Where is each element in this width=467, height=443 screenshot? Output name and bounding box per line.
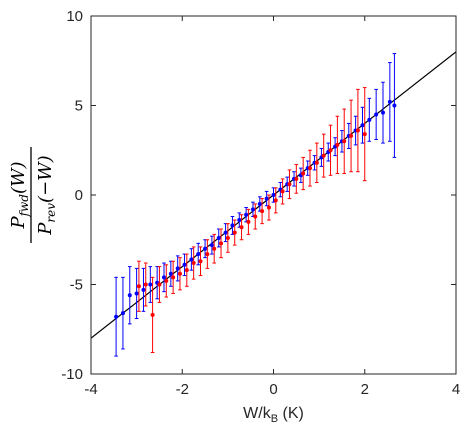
y-tick-label: -10 <box>61 366 83 383</box>
data-point <box>143 282 148 287</box>
data-point <box>196 252 201 257</box>
data-point <box>141 287 146 292</box>
data-point <box>127 293 132 298</box>
data-point <box>189 257 194 262</box>
data-point <box>171 275 176 280</box>
x-tick-label: -4 <box>84 381 97 398</box>
data-point <box>191 261 196 266</box>
data-point <box>381 110 385 115</box>
data-point <box>177 271 182 276</box>
data-point <box>157 282 162 287</box>
data-point <box>314 160 319 165</box>
data-point <box>287 182 292 187</box>
data-point <box>273 198 278 203</box>
data-point <box>150 312 155 317</box>
y-tick-label: -5 <box>70 277 83 294</box>
series-1 <box>136 87 367 354</box>
data-point <box>246 219 251 224</box>
data-point <box>216 235 221 240</box>
y-tick-label: 10 <box>66 8 83 25</box>
data-point <box>328 148 333 153</box>
x-tick-label: 4 <box>452 381 460 398</box>
series-0 <box>114 53 397 357</box>
data-point <box>253 214 258 219</box>
data-point <box>182 262 187 267</box>
data-point <box>260 209 265 214</box>
data-point <box>209 243 214 248</box>
data-point <box>280 189 285 194</box>
data-point <box>219 241 224 246</box>
data-point <box>134 291 139 296</box>
x-tick-label: -2 <box>176 381 189 398</box>
data-point <box>184 268 189 273</box>
data-point <box>223 230 228 235</box>
y-tick-label: 5 <box>75 98 83 115</box>
data-point <box>374 112 379 117</box>
y-axis-label-numerator: Pfwd(W) <box>8 161 31 229</box>
data-point <box>232 230 237 235</box>
data-point <box>264 196 269 201</box>
x-axis-label: W/kB (K) <box>243 405 304 425</box>
data-point <box>367 117 372 122</box>
data-point <box>120 311 125 316</box>
data-point <box>250 207 255 212</box>
data-point <box>175 266 180 271</box>
data-point <box>362 132 367 137</box>
data-point <box>237 218 242 223</box>
data-point <box>257 201 262 206</box>
data-point <box>162 275 166 280</box>
data-point <box>212 246 217 251</box>
x-tick-label: 0 <box>269 381 277 398</box>
data-point <box>387 99 392 104</box>
data-point <box>168 271 173 276</box>
data-point <box>164 278 169 283</box>
data-point <box>225 235 230 240</box>
data-point <box>349 133 354 138</box>
data-point <box>355 128 360 133</box>
data-point <box>148 282 153 287</box>
data-point <box>342 139 347 144</box>
data-point <box>198 259 203 264</box>
y-axis-label-denominator: Prev(−W) <box>35 155 58 235</box>
plot-marks <box>91 51 456 357</box>
data-point <box>301 171 306 176</box>
data-point <box>203 246 208 251</box>
y-axis-label: Pfwd(W) Prev(−W) <box>8 147 58 243</box>
data-point <box>294 176 299 181</box>
data-point <box>230 223 235 228</box>
data-point <box>308 166 312 171</box>
data-point <box>114 314 119 319</box>
x-tick-label: 2 <box>361 381 369 398</box>
data-point <box>335 142 340 147</box>
data-point <box>271 193 276 197</box>
y-tick-label: 0 <box>75 187 83 204</box>
data-point <box>321 153 326 158</box>
data-point <box>360 123 365 128</box>
x-axis-label-subscript: B <box>271 413 278 425</box>
data-point <box>266 205 271 210</box>
data-point <box>136 284 141 289</box>
data-point <box>244 212 249 217</box>
data-point <box>205 252 210 257</box>
data-point <box>239 225 244 230</box>
axis-ticks: -4 -2 0 2 4 -10 -5 0 5 10 <box>61 8 460 398</box>
data-point <box>392 103 397 108</box>
